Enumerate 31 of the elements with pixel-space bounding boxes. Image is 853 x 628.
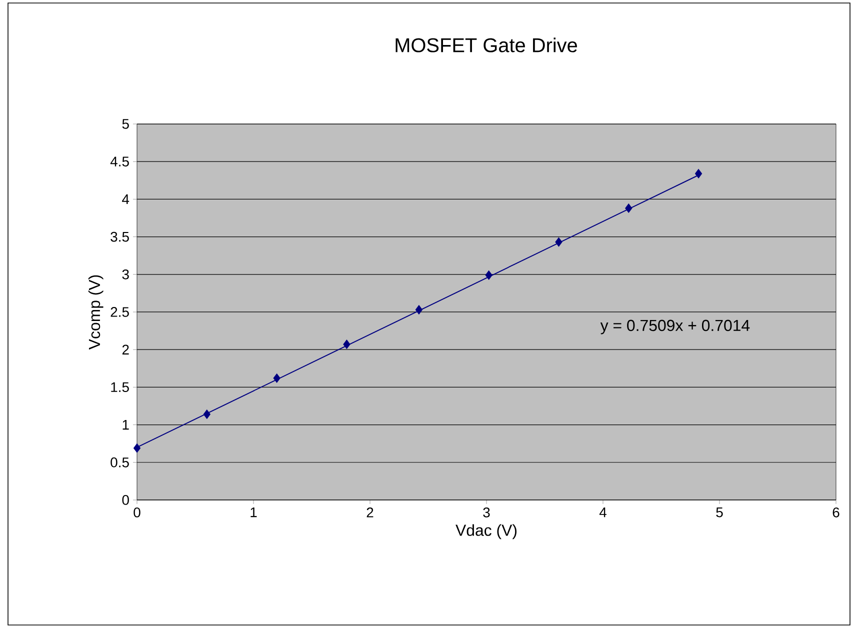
point: [555, 238, 562, 247]
y-tick-label: 1: [122, 420, 129, 430]
x-tick-label: 2: [366, 507, 374, 518]
y-tick-label: 2: [122, 344, 129, 354]
x-tick-label: 1: [250, 508, 257, 518]
point: [415, 305, 422, 314]
point: [485, 270, 492, 280]
y-tick-label: 2.5: [110, 307, 129, 317]
y-tick-label: 1.5: [111, 382, 129, 392]
y-tick-label: 0: [122, 495, 129, 505]
y-axis-title: Vcomp (V): [88, 275, 104, 350]
x-tick-label: 5: [716, 508, 723, 518]
x-axis-title: Vdac (V): [456, 524, 516, 540]
point: [134, 444, 141, 453]
annotation: y = 0.7509x + 0.7014: [600, 320, 750, 334]
x-tick-label: 4: [599, 508, 606, 518]
y-tick-label: 0.5: [110, 457, 129, 468]
point: [273, 374, 280, 383]
point: [203, 410, 210, 419]
y-tick-label: 4.5: [110, 156, 129, 166]
y-tick-label: 3: [122, 269, 129, 280]
y-tick-label: 5: [122, 119, 129, 129]
point: [695, 169, 702, 178]
y-tick-label: 3.5: [110, 232, 129, 242]
x-tick-label: 3: [483, 507, 490, 518]
point: [625, 204, 632, 213]
chart-title: MOSFET Gate Drive: [396, 38, 577, 52]
x-tick-label: 0: [134, 507, 140, 518]
x-tick-label: 6: [832, 507, 840, 518]
y-tick-label: 4: [122, 194, 130, 204]
point: [343, 340, 350, 349]
